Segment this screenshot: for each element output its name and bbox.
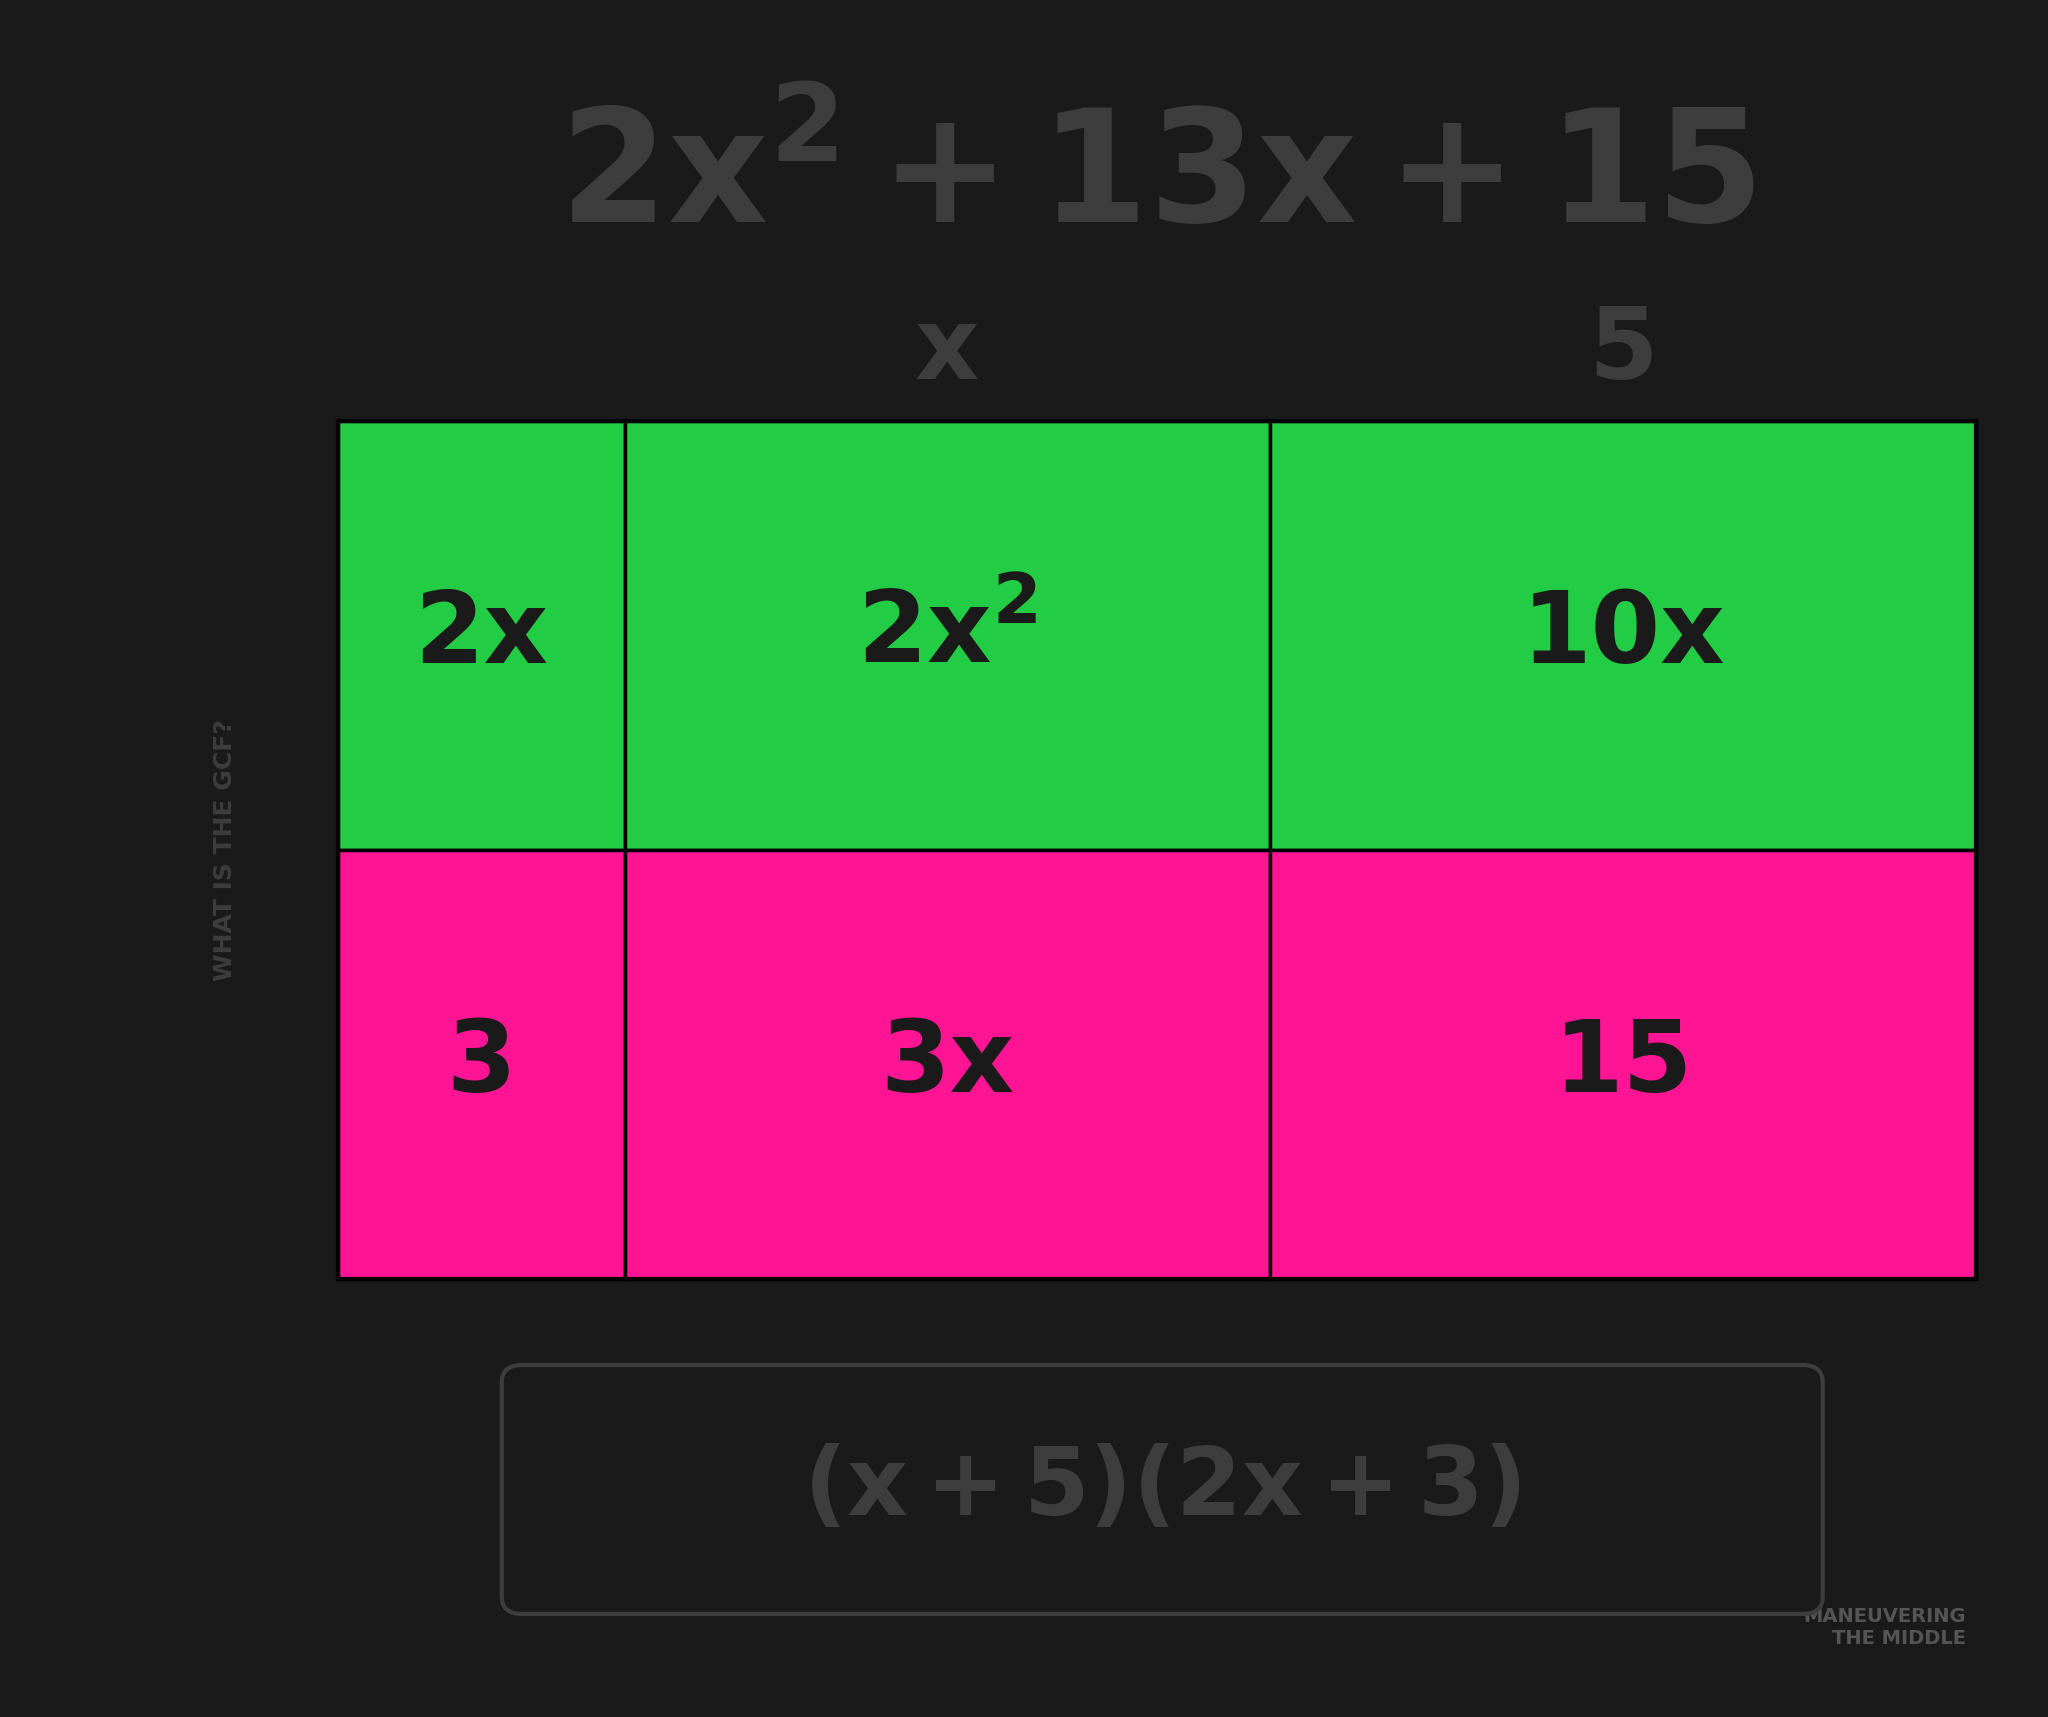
Text: 3x: 3x (881, 1016, 1014, 1113)
Bar (338, 421, 1976, 1279)
FancyBboxPatch shape (502, 1365, 1823, 1614)
Text: 3: 3 (446, 1016, 516, 1113)
Text: $\mathregular{2x^2}$: $\mathregular{2x^2}$ (858, 587, 1036, 683)
Bar (1270, 850, 1976, 1279)
Bar (338, 421, 625, 850)
Text: WHAT IS THE GCF?: WHAT IS THE GCF? (213, 719, 238, 980)
Text: MANEUVERING
THE MIDDLE: MANEUVERING THE MIDDLE (1804, 1607, 1966, 1648)
Bar (1270, 421, 1976, 850)
Text: 2x: 2x (414, 587, 549, 683)
Text: 15: 15 (1554, 1016, 1692, 1113)
Text: 5: 5 (1589, 304, 1657, 400)
Text: $\mathregular{2x^2 + 13x + 15}$: $\mathregular{2x^2 + 13x + 15}$ (559, 105, 1755, 256)
Bar (625, 421, 1270, 850)
Bar (625, 850, 1270, 1279)
Text: $\mathregular{(x + 5)(2x + 3)}$: $\mathregular{(x + 5)(2x + 3)}$ (803, 1444, 1522, 1535)
Text: x: x (915, 304, 979, 400)
Text: 10x: 10x (1522, 587, 1724, 683)
Bar (338, 850, 625, 1279)
